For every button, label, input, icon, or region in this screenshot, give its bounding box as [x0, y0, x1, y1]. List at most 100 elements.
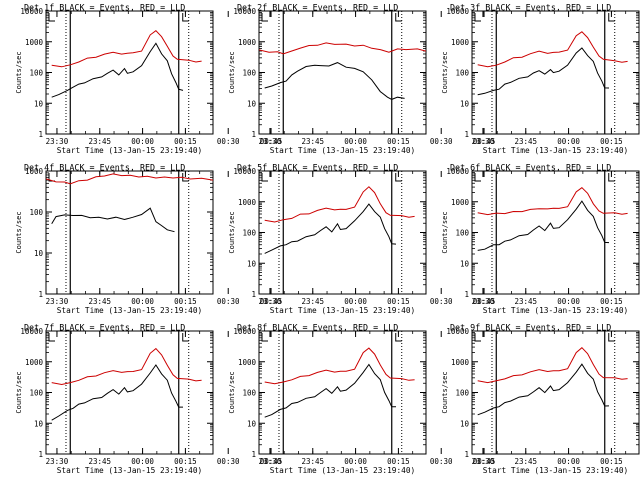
lld-series-line — [46, 173, 213, 185]
x-tick-label: 00:30 — [217, 457, 240, 466]
x-tick-label: 00:45 — [260, 457, 283, 466]
y-tick-label: 10 — [247, 419, 257, 428]
corner-bracket — [395, 333, 402, 342]
x-tick-label: 00:00 — [344, 137, 367, 146]
events-series-line — [51, 207, 175, 233]
chart-panel: Det 4f BLACK = Events, RED = LLD11010010… — [15, 163, 282, 316]
corner-bracket — [474, 173, 481, 182]
y-tick-label: 10 — [460, 259, 470, 268]
x-tick-label: 23:30 — [472, 457, 495, 466]
events-series-line — [51, 364, 183, 421]
chart-title: Det 8f BLACK = Events, RED = LLD — [237, 323, 398, 333]
series-layer — [46, 173, 213, 233]
series-layer — [264, 186, 415, 254]
x-tick-label: 00:15 — [600, 457, 623, 466]
series-layer — [477, 347, 628, 416]
chart-panel: Det 7f BLACK = Events, RED = LLD 1 10 100 10… — [15, 323, 282, 476]
x-tick-label: 23:30 — [46, 137, 69, 146]
chart-panel: Det 5f BLACK = Events, RED = LLD11010010… — [228, 163, 495, 316]
y-tick-label: 1 — [38, 290, 43, 299]
x-tick-label: 23:30 — [472, 137, 495, 146]
corner-bracket — [474, 13, 481, 22]
x-tick-label: 23:30 — [259, 297, 282, 306]
chart-panel: Det 1f BLACK = Events, RED = LLD11010010… — [15, 3, 282, 156]
plot-frame — [471, 330, 640, 455]
chart-title: Det 6f BLACK = Events, RED = LLD — [450, 163, 611, 173]
x-tick-label: 23:30 — [46, 457, 69, 466]
y-axis-label: Counts/sec — [15, 51, 23, 93]
y-tick-label: 10 — [247, 259, 257, 268]
x-tick-label: 23:45 — [88, 457, 111, 466]
y-tick-label: 1000 — [451, 358, 470, 367]
chart-panel: Det 2f BLACK = Events, RED = LLD11010010… — [228, 3, 495, 156]
x-tick-label: 00:45 — [473, 297, 496, 306]
y-tick-label: 1000 — [238, 198, 257, 207]
plot-frame — [45, 330, 214, 455]
x-tick-label: 00:30 — [430, 137, 453, 146]
chart-title: Det 4f BLACK = Events, RED = LLD — [24, 163, 185, 173]
x-axis-label: Start Time (13-Jan-15 23:19:40) — [483, 146, 629, 155]
series-layer — [477, 187, 628, 251]
y-tick-label: 1 — [38, 130, 43, 139]
x-tick-label: 00:00 — [344, 457, 367, 466]
x-tick-label: 23:45 — [514, 297, 537, 306]
x-tick-label: 00:15 — [174, 137, 197, 146]
events-series-line — [264, 62, 405, 100]
corner-bracket — [261, 13, 268, 22]
chart-title: Det 3f BLACK = Events, RED = LLD — [450, 3, 611, 13]
y-tick-label: 10 — [34, 99, 44, 108]
x-tick-label: 00:00 — [131, 457, 154, 466]
events-series-line — [477, 363, 610, 416]
corner-bracket — [182, 333, 189, 342]
y-tick-label: 10000 — [446, 7, 469, 16]
y-tick-label: 10 — [460, 419, 470, 428]
chart-panel: Det 9f BLACK = Events, RED = LLD 1 10 100 10… — [441, 323, 640, 475]
y-tick-label: 1000 — [25, 167, 44, 176]
events-series-line — [51, 42, 184, 98]
x-tick-label: 00:15 — [600, 137, 623, 146]
y-tick-label: 100 — [242, 229, 256, 238]
chart-title: Det 7f BLACK = Events, RED = LLD — [24, 323, 185, 333]
events-series-line — [477, 47, 610, 96]
y-tick-label: 1 — [251, 450, 256, 459]
events-series-line — [477, 200, 610, 251]
y-axis-label: Counts/sec — [228, 51, 236, 93]
corner-bracket — [182, 13, 189, 22]
corner-bracket — [474, 333, 481, 342]
corner-bracket — [608, 13, 615, 22]
y-axis-label: Counts/sec — [228, 371, 236, 413]
chart-panel: Det 3f BLACK = Events, RED = LLD 1 10 100 10… — [441, 3, 640, 155]
y-tick-label: 1 — [251, 290, 256, 299]
y-tick-label: 100 — [29, 208, 43, 217]
x-tick-label: 00:45 — [260, 137, 283, 146]
x-tick-label: 00:00 — [131, 137, 154, 146]
y-tick-label: 10 — [34, 419, 44, 428]
series-layer — [259, 42, 426, 100]
plot-frame — [258, 10, 427, 135]
x-tick-label: 00:00 — [131, 297, 154, 306]
y-tick-label: 10000 — [446, 167, 469, 176]
lld-series-line — [51, 347, 202, 386]
x-tick-label: 00:30 — [430, 297, 453, 306]
y-tick-label: 1 — [251, 130, 256, 139]
plot-frame — [45, 170, 214, 295]
x-tick-label: 00:00 — [557, 457, 580, 466]
x-tick-label: 23:45 — [301, 457, 324, 466]
y-tick-label: 1000 — [25, 358, 44, 367]
plot-frame — [258, 330, 427, 455]
y-tick-label: 10000 — [233, 7, 256, 16]
y-tick-label: 1 — [464, 130, 469, 139]
x-tick-label: 23:45 — [88, 137, 111, 146]
y-tick-label: 100 — [455, 229, 469, 238]
chart-title: Det 2f BLACK = Events, RED = LLD — [237, 3, 398, 13]
y-axis-label: Counts/sec — [441, 211, 449, 253]
x-tick-label: 23:45 — [514, 457, 537, 466]
y-tick-label: 10000 — [20, 327, 43, 336]
y-tick-label: 100 — [455, 69, 469, 78]
y-tick-label: 10000 — [233, 167, 256, 176]
y-tick-label: 10000 — [233, 327, 256, 336]
y-tick-label: 1 — [464, 290, 469, 299]
y-tick-label: 100 — [29, 389, 43, 398]
x-tick-label: 00:45 — [473, 457, 496, 466]
